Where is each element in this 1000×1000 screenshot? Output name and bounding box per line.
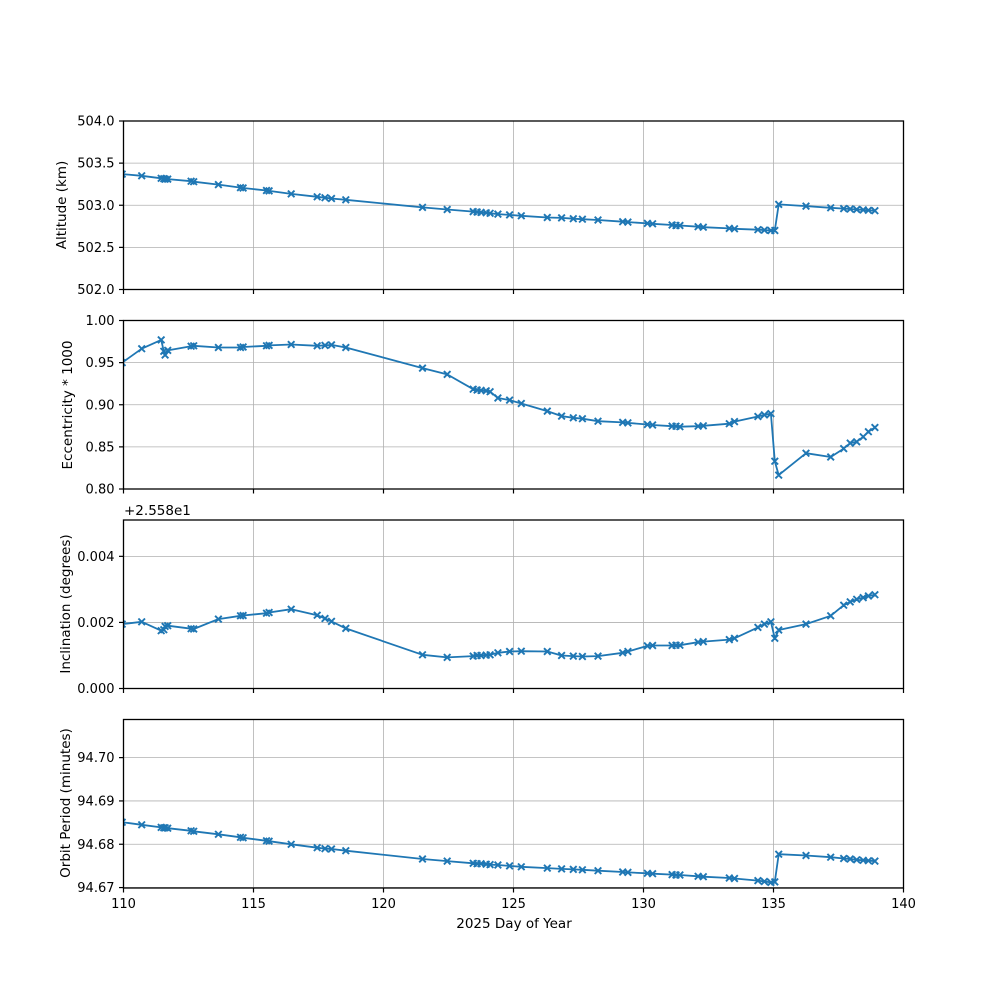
x-tick-label: 135 [761,897,786,912]
eccentricity-markers [123,335,879,480]
y-tick-label: 0.000 [77,682,114,697]
ylabel-inclination: Inclination (degrees) [58,534,74,674]
y-tick-label: 0.90 [86,398,115,413]
subplot-altitude: 502.0 502.5 503.0 503.5 504.0 [77,115,905,298]
ylabel-orbit-period: Orbit Period (minutes) [58,728,74,878]
y-tick-label: 503.5 [77,157,114,172]
x-tick-label: 140 [891,897,916,912]
y-tick-label: 94.68 [77,838,114,853]
y-tick-label: 94.70 [77,751,114,766]
y-tick-label: 504.0 [77,115,114,130]
ylabel-altitude: Altitude (km) [54,160,70,250]
x-tick-label: 110 [111,897,136,912]
subplot-orbit_period: 94.67 94.68 94.69 94.70 110 115 120 125 130 135 14… [77,718,916,912]
y-tick-label: 0.004 [77,550,114,565]
orbit_period-markers [123,818,879,887]
y-tick-label: 1.00 [86,314,115,329]
x-tick-label: 125 [501,897,526,912]
y-tick-label: 502.0 [77,283,114,298]
subplot-eccentricity: 0.80 0.85 0.90 0.95 1.00 [86,314,905,498]
y-tick-label: 0.95 [86,356,115,371]
y-tick-label: 0.85 [86,440,115,455]
y-tick-label: 94.69 [77,794,114,809]
eccentricity-line [123,338,876,477]
y-tick-label: 94.67 [77,881,114,896]
inclination-markers [123,590,879,662]
y-tick-label: 502.5 [77,241,114,256]
altitude-markers [123,170,879,235]
x-tick-label: 130 [631,897,656,912]
x-tick-label: 115 [241,897,266,912]
axis-offset-text: +2.558e1 [124,503,191,519]
orbit_period-line [123,821,875,884]
x-tick-label: 120 [371,897,396,912]
ylabel-eccentricity: Eccentricity * 1000 [60,340,76,470]
y-tick-label: 503.0 [77,199,114,214]
y-tick-label: 0.002 [77,616,114,631]
y-tick-label: 0.80 [86,483,115,498]
altitude-line [123,173,875,232]
xlabel-day-of-year: 2025 Day of Year [456,916,572,932]
subplot-inclination: 0.000 0.002 0.004 [77,519,905,697]
